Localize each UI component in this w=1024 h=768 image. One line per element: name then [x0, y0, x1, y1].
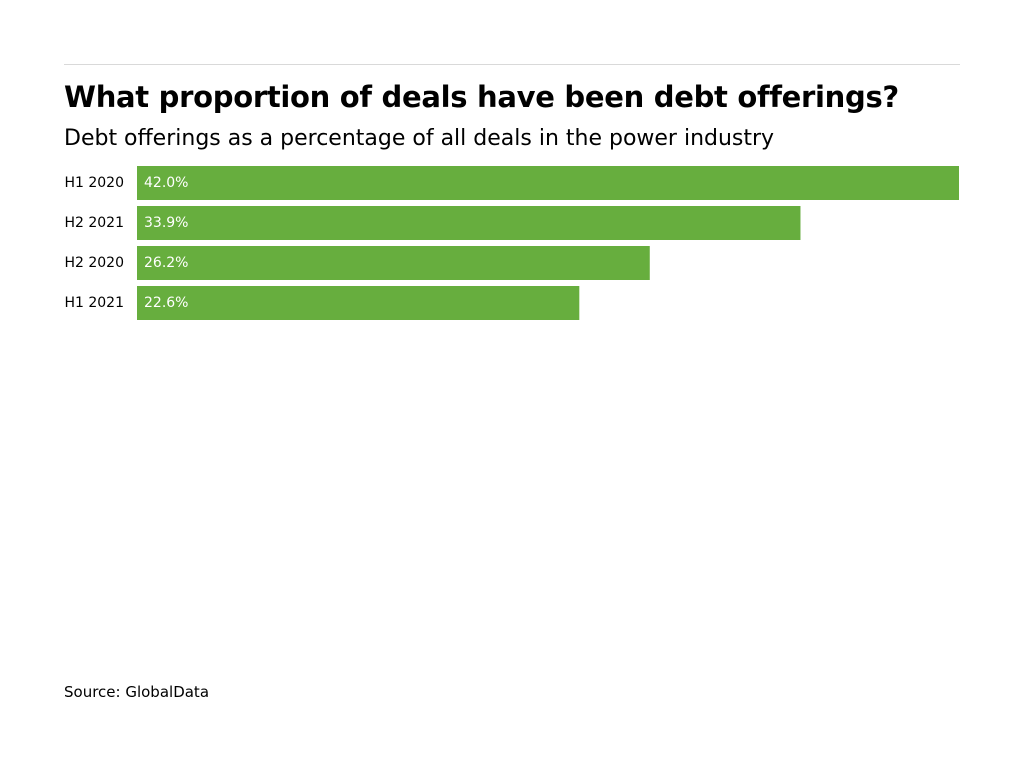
bar-value-label: 22.6% — [144, 295, 188, 311]
bar — [137, 246, 650, 280]
category-label: H2 2020 — [64, 255, 124, 271]
category-label: H1 2020 — [64, 175, 124, 191]
bar — [137, 166, 959, 200]
bar — [137, 206, 801, 240]
category-label: H1 2021 — [64, 295, 124, 311]
category-label: H2 2021 — [64, 215, 124, 231]
bar — [137, 286, 580, 320]
bar-value-label: 26.2% — [144, 255, 188, 271]
bar-chart: H1 2020 42.0% H2 2021 33.9% H2 2020 26.2% H1 2… — [64, 166, 959, 320]
bar-value-label: 33.9% — [144, 215, 188, 231]
bar-value-label: 42.0% — [144, 175, 188, 191]
chart-title: What proportion of deals have been debt … — [64, 80, 899, 114]
chart-subtitle: Debt offerings as a percentage of all de… — [64, 126, 775, 151]
source-note: Source: GlobalData — [64, 683, 210, 701]
top-divider — [64, 64, 960, 65]
